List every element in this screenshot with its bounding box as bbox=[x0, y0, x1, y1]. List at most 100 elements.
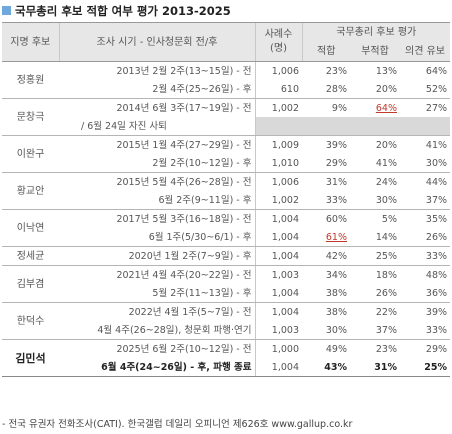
suitable-value: 29% bbox=[302, 154, 350, 173]
reserved-value bbox=[400, 117, 451, 136]
unsuitable-value: 5% bbox=[381, 213, 397, 225]
survey-period: 6월 2주(9~11일) - 후 bbox=[59, 191, 255, 210]
unsuitable-value: 26% bbox=[350, 284, 400, 303]
survey-period: / 6월 24일 자진 사퇴 bbox=[59, 117, 255, 136]
unsuitable-value: 14% bbox=[350, 228, 400, 247]
sample-size: 1,004 bbox=[254, 358, 302, 377]
sample-size: 1,004 bbox=[254, 302, 302, 321]
table-row: / 6월 24일 자진 사퇴 bbox=[2, 117, 451, 136]
sample-size: 1,006 bbox=[254, 61, 302, 80]
header-unsuitable: 부적합 bbox=[350, 42, 400, 62]
suitable-value: 23% bbox=[325, 65, 347, 77]
page-title-text: 국무총리 후보 적합 여부 평가 2013-2025 bbox=[15, 4, 231, 18]
table-row: 문창극 2014년 6월 3주(17~19일) - 전 1,002 9% 64%… bbox=[2, 98, 450, 136]
reserved-value: 41% bbox=[425, 139, 448, 151]
unsuitable-value: 37% bbox=[350, 321, 400, 340]
suitable-value: 43% bbox=[302, 358, 350, 377]
unsuitable-value-highlight: 64% bbox=[375, 102, 397, 114]
candidate-name: 이완구 bbox=[2, 135, 59, 173]
table-row: 정세균 2020년 1월 2주(7~9일) - 후 1,004 42% 25% … bbox=[2, 246, 451, 266]
suitable-value-highlight: 61% bbox=[325, 231, 347, 243]
sample-size: 1,002 bbox=[254, 98, 302, 117]
unsuitable-value: 22% bbox=[375, 306, 397, 318]
suitable-value: 39% bbox=[325, 139, 347, 151]
table-row: 황교안 2015년 5월 4주(26~28일) - 전 1,006 31% 24… bbox=[2, 172, 450, 210]
unsuitable-value: 25% bbox=[350, 246, 400, 266]
survey-period: 2025년 6월 2주(10~12일) - 전 bbox=[116, 343, 252, 355]
unsuitable-value: 20% bbox=[375, 139, 397, 151]
survey-period: 2월 4주(25~26일) - 후 bbox=[59, 80, 255, 99]
unsuitable-value bbox=[350, 117, 400, 136]
survey-period: 6월 4주(24~26일) - 후, 파행 종료 bbox=[59, 358, 255, 377]
reserved-value: 30% bbox=[400, 154, 451, 173]
sample-size: 1,004 bbox=[254, 228, 302, 247]
candidate-name: 김부겸 bbox=[2, 265, 59, 303]
header-sample: 사례수 (명) bbox=[254, 22, 302, 62]
reserved-value: 26% bbox=[400, 228, 451, 247]
table-row: 6월 4주(24~26일) - 후, 파행 종료 1,004 43% 31% 2… bbox=[2, 358, 451, 377]
reserved-value: 33% bbox=[400, 246, 451, 266]
unsuitable-value: 20% bbox=[350, 80, 400, 99]
header-sample-line2: (명) bbox=[269, 43, 287, 54]
unsuitable-value: 23% bbox=[375, 343, 397, 355]
table-row: 4월 4주(26~28일), 청문회 파행·연기 1,003 30% 37% 3… bbox=[2, 321, 451, 340]
survey-period: 2021년 4월 4주(20~22일) - 전 bbox=[116, 269, 252, 281]
table-row: 5월 2주(11~13일) - 후 1,004 38% 26% 36% bbox=[2, 284, 451, 303]
sample-size: 1,004 bbox=[254, 246, 302, 266]
table-row: 정홍원 2013년 2월 2주(13~15일) - 전 1,006 23% 13… bbox=[2, 61, 450, 99]
reserved-value: 29% bbox=[425, 343, 448, 355]
table-row: 김민석 2025년 6월 2주(10~12일) - 전 1,000 49% 23… bbox=[2, 339, 450, 377]
reserved-value: 48% bbox=[425, 269, 448, 281]
survey-period: 2015년 1월 4주(27~29일) - 전 bbox=[116, 139, 252, 151]
suitable-value: 33% bbox=[302, 191, 350, 210]
table-row: 김부겸 2021년 4월 4주(20~22일) - 전 1,003 34% 18… bbox=[2, 265, 450, 303]
header-reserved: 의견 유보 bbox=[400, 42, 451, 62]
suitable-value: 42% bbox=[302, 246, 350, 266]
unsuitable-value: 41% bbox=[350, 154, 400, 173]
reserved-value: 33% bbox=[400, 321, 451, 340]
table-row: 이낙연 2017년 5월 3주(16~18일) - 전 1,004 60% 5%… bbox=[2, 209, 450, 247]
table-row: 6월 1주(5/30~6/1) - 후 1,004 61% 14% 26% bbox=[2, 228, 451, 247]
sample-size: 1,003 bbox=[254, 321, 302, 340]
header-name: 지명 후보 bbox=[2, 22, 59, 62]
candidate-name: 황교안 bbox=[2, 172, 59, 210]
table-row: 6월 2주(9~11일) - 후 1,002 33% 30% 37% bbox=[2, 191, 451, 210]
suitable-value: 9% bbox=[331, 102, 347, 114]
header-suitable: 적합 bbox=[301, 42, 350, 62]
unsuitable-value: 24% bbox=[375, 176, 397, 188]
candidate-name: 한덕수 bbox=[2, 302, 59, 340]
header-survey: 조사 시기 - 인사청문회 전/후 bbox=[58, 22, 255, 62]
candidate-name: 정세균 bbox=[2, 246, 59, 266]
survey-period: 5월 2주(11~13일) - 후 bbox=[59, 284, 255, 303]
table-row: 이완구 2015년 1월 4주(27~29일) - 전 1,009 39% 20… bbox=[2, 135, 450, 173]
sample-size: 1,004 bbox=[254, 284, 302, 303]
suitable-value: 38% bbox=[302, 284, 350, 303]
survey-period: 2015년 5월 4주(26~28일) - 전 bbox=[116, 176, 252, 188]
survey-period: 6월 1주(5/30~6/1) - 후 bbox=[59, 228, 255, 247]
table-row: 2월 4주(25~26일) - 후 610 28% 20% 52% bbox=[2, 80, 451, 99]
reserved-value: 39% bbox=[425, 306, 448, 318]
reserved-value: 35% bbox=[425, 213, 448, 225]
page-title: 국무총리 후보 적합 여부 평가 2013-2025 bbox=[2, 2, 231, 20]
candidate-name: 문창극 bbox=[2, 98, 59, 136]
header-sample-line1: 사례수 bbox=[264, 29, 293, 40]
sample-size: 1,000 bbox=[254, 339, 302, 358]
survey-period: 2020년 1월 2주(7~9일) - 후 bbox=[59, 246, 255, 266]
survey-period: 4월 4주(26~28일), 청문회 파행·연기 bbox=[59, 321, 255, 340]
survey-period: 2013년 2월 2주(13~15일) - 전 bbox=[116, 65, 252, 77]
reserved-value: 64% bbox=[425, 65, 448, 77]
reserved-value: 44% bbox=[425, 176, 448, 188]
suitable-value: 31% bbox=[325, 176, 347, 188]
suitable-value bbox=[302, 117, 350, 136]
reserved-value: 52% bbox=[400, 80, 451, 99]
candidate-name: 정홍원 bbox=[2, 61, 59, 99]
suitable-value: 49% bbox=[325, 343, 347, 355]
survey-period: 2014년 6월 3주(17~19일) - 전 bbox=[116, 102, 252, 114]
survey-period: 2017년 5월 3주(16~18일) - 전 bbox=[116, 213, 252, 225]
unsuitable-value: 13% bbox=[375, 65, 397, 77]
candidate-name: 이낙연 bbox=[2, 209, 59, 247]
unsuitable-value: 30% bbox=[350, 191, 400, 210]
survey-period: 2022년 4월 1주(5~7일) - 전 bbox=[128, 306, 252, 318]
unsuitable-value: 31% bbox=[350, 358, 400, 377]
table-row: 2월 2주(10~12일) - 후 1,010 29% 41% 30% bbox=[2, 154, 451, 173]
